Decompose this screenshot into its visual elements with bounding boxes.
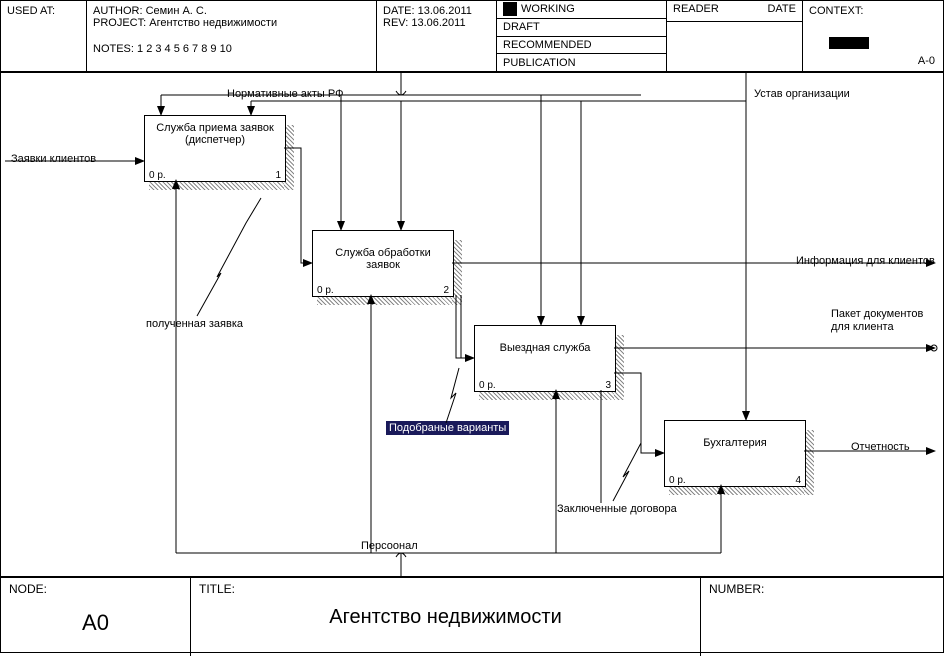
notes-value: 1 2 3 4 5 6 7 8 9 10 [137, 43, 232, 55]
status-col: WORKING DRAFT RECOMMENDED PUBLICATION [497, 1, 667, 71]
paket-label1: Пакет документов [831, 308, 923, 320]
box-4-p: 0 р. [669, 475, 686, 486]
rev-value: 13.06.2011 [411, 17, 465, 29]
context-col: CONTEXT: A-0 [803, 1, 943, 71]
recommended-label: RECOMMENDED [503, 39, 592, 51]
draft-label: DRAFT [503, 21, 540, 33]
box-3-title: Выездная служба [475, 326, 615, 360]
status-marker [503, 2, 517, 16]
number-label: NUMBER: [709, 582, 933, 596]
box-4-title: Бухгалтерия [665, 421, 805, 455]
box-2-title: Служба обработки заявок [313, 231, 453, 277]
context-code: A-0 [918, 55, 935, 67]
project-label: PROJECT: [93, 17, 146, 29]
notes-label: NOTES: [93, 43, 134, 55]
box-2-p: 0 р. [317, 285, 334, 296]
box-2: Служба обработки заявок 0 р. 2 [312, 230, 454, 297]
reader-label: READER [673, 3, 719, 19]
number-col: NUMBER: [701, 578, 941, 656]
box-4: Бухгалтерия 0 р. 4 [664, 420, 806, 487]
norm-label: Нормативные акты РФ [227, 88, 343, 100]
date-value: 13.06.2011 [418, 5, 472, 17]
title-value: Агентство недвижимости [199, 606, 692, 629]
author-value: Семин А. С. [146, 5, 207, 17]
box-2-n: 2 [443, 285, 449, 296]
input-label: Заявки клиентов [11, 153, 96, 165]
report-label: Отчетность [851, 441, 910, 453]
used-at-col: USED AT: [1, 1, 87, 71]
node-col: NODE: A0 [1, 578, 191, 656]
box-1-title: Служба приема заявок (диспетчер) [145, 116, 285, 152]
publication-label: PUBLICATION [503, 57, 576, 69]
project-value: Агентство недвижимости [149, 17, 277, 29]
box-3-p: 0 р. [479, 380, 496, 391]
info-label: Информация для клиентов [796, 255, 935, 267]
diagram-area: Служба приема заявок (диспетчер) 0 р. 1 … [1, 73, 943, 576]
contracts-label: Заключенные договора [557, 503, 677, 515]
idef0-frame: USED AT: AUTHOR: Семин А. С. PROJECT: Аг… [0, 0, 944, 653]
author-label: AUTHOR: [93, 5, 143, 17]
header: USED AT: AUTHOR: Семин А. С. PROJECT: Аг… [1, 1, 943, 73]
box-3-n: 3 [605, 380, 611, 391]
paket-label2: для клиента [831, 321, 894, 333]
footer: NODE: A0 TITLE: Агентство недвижимости N… [1, 576, 943, 656]
working-label: WORKING [521, 3, 575, 15]
box-3: Выездная служба 0 р. 3 [474, 325, 616, 392]
node-label: NODE: [9, 582, 182, 596]
author-project-col: AUTHOR: Семин А. С. PROJECT: Агентство н… [87, 1, 377, 71]
received-label: полученная заявка [146, 318, 243, 330]
personal-label: Персоонал [361, 540, 418, 552]
ustav-label: Устав организации [754, 88, 850, 100]
box-1-p: 0 р. [149, 170, 166, 181]
context-black-box [829, 37, 869, 49]
box-1: Служба приема заявок (диспетчер) 0 р. 1 [144, 115, 286, 182]
box-1-n: 1 [275, 170, 281, 181]
arrows-svg [1, 73, 943, 576]
node-value: A0 [9, 610, 182, 636]
date-label: DATE: [383, 5, 415, 17]
reader-col: READER DATE [667, 1, 803, 71]
reader-date-label: DATE [767, 3, 796, 19]
title-label: TITLE: [199, 582, 692, 596]
date-rev-col: DATE: 13.06.2011 REV: 13.06.2011 [377, 1, 497, 71]
variants-label: Подобраные варианты [386, 421, 509, 435]
title-col: TITLE: Агентство недвижимости [191, 578, 701, 656]
context-label: CONTEXT: [809, 5, 937, 17]
rev-label: REV: [383, 17, 408, 29]
box-4-n: 4 [795, 475, 801, 486]
used-at-label: USED AT: [7, 5, 55, 17]
